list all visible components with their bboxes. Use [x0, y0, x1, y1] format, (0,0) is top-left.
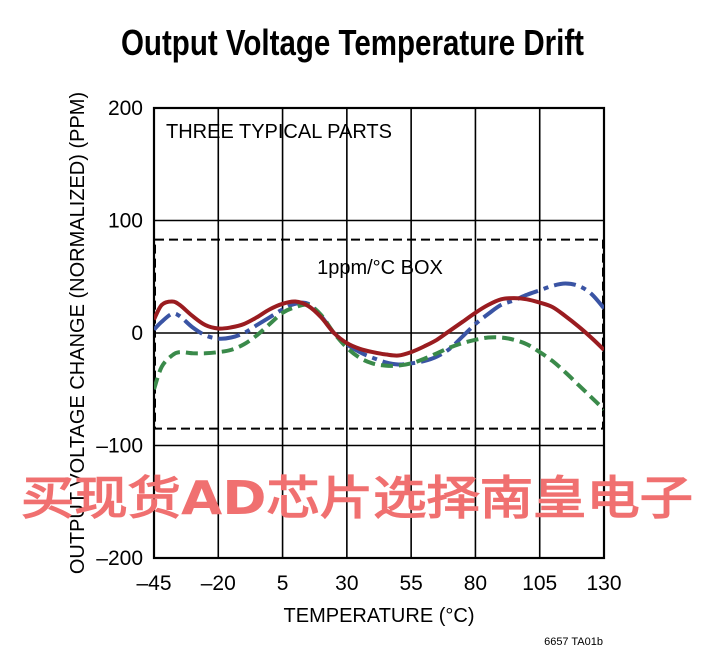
x-tick-labels: –45 –20 5 30 55 80 105 130 — [136, 572, 621, 595]
x-tick-label: 130 — [586, 572, 621, 595]
chart-title: Output Voltage Temperature Drift — [120, 22, 585, 63]
annotation-three-parts: THREE TYPICAL PARTS — [166, 121, 392, 143]
y-tick-label: 0 — [131, 322, 143, 345]
y-tick-label: 100 — [108, 210, 143, 233]
x-tick-label: –45 — [136, 572, 171, 595]
watermark-text: 买现货AD芯片选择南皇电子 — [21, 471, 693, 525]
x-tick-label: 80 — [464, 572, 487, 595]
y-tick-label: –100 — [96, 435, 143, 458]
x-tick-label: 55 — [399, 572, 422, 595]
y-tick-label: –200 — [96, 547, 143, 570]
spec-box — [154, 238, 604, 430]
annotation-box-label: 1ppm/°C BOX — [317, 257, 443, 279]
x-tick-label: 5 — [277, 572, 289, 595]
grid — [154, 108, 604, 558]
x-tick-label: –20 — [201, 572, 236, 595]
series-line-3 — [154, 296, 604, 358]
figure-id: 6657 TA01b — [544, 636, 603, 648]
y-axis-label: OUTPUT VOLTAGE CHANGE (NORMALIZED) (PPM) — [67, 92, 89, 574]
y-tick-labels: 200 100 0 –100 –200 — [96, 97, 143, 570]
x-tick-label: 30 — [335, 572, 358, 595]
series-line-2 — [154, 302, 604, 411]
series-group — [154, 281, 604, 411]
y-tick-label: 200 — [108, 97, 143, 120]
series-line-1 — [154, 281, 604, 367]
x-tick-label: 105 — [522, 572, 557, 595]
x-axis-label: TEMPERATURE (°C) — [284, 605, 475, 627]
